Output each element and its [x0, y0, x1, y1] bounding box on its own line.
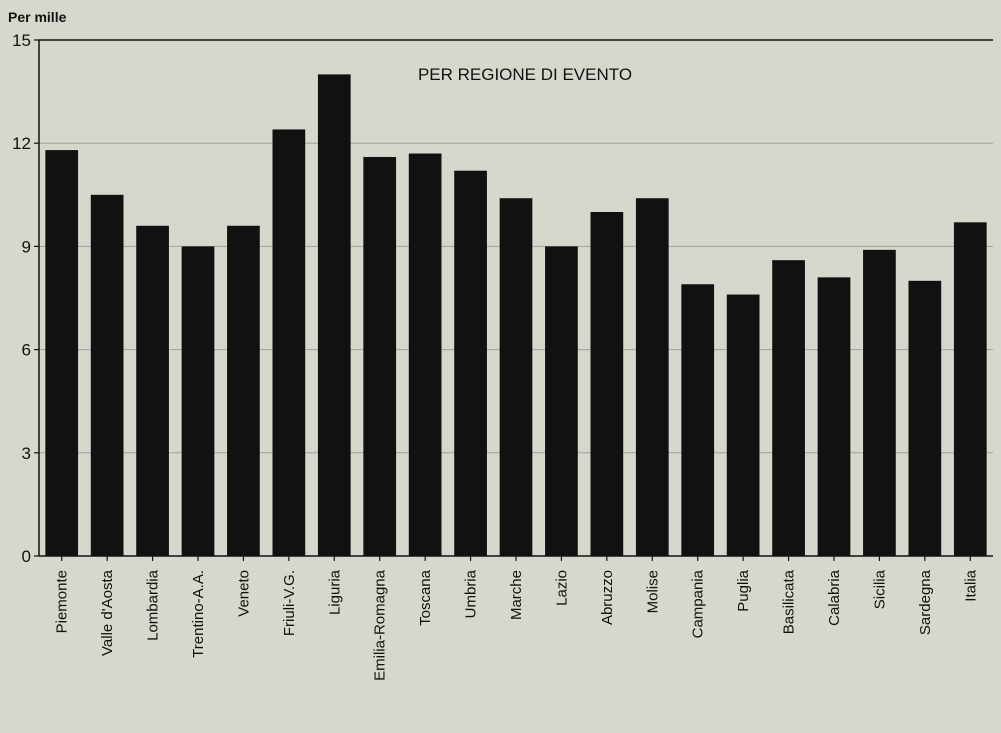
- x-tick-labels: Piemonte Valle d'Aosta Lombardia Trentino-A…: [54, 556, 979, 681]
- x-tick-label: Lombardia: [145, 569, 162, 641]
- chart-title: PER REGIONE DI EVENTO: [418, 65, 632, 84]
- bar: [590, 212, 624, 556]
- bar: [227, 225, 260, 556]
- y-axis-unit-label: Per mille: [8, 9, 67, 25]
- x-tick-label: Veneto: [235, 570, 252, 617]
- y-tick-label: 15: [12, 31, 31, 50]
- bar: [454, 170, 487, 556]
- x-tick-label: Campania: [690, 569, 707, 638]
- x-tick-label: Valle d'Aosta: [99, 569, 116, 656]
- bar: [136, 225, 169, 556]
- y-tick-label: 6: [22, 341, 31, 360]
- bar: [45, 150, 79, 556]
- bar: [908, 280, 942, 556]
- bar: [317, 74, 351, 557]
- x-tick-label: Piemonte: [54, 570, 71, 633]
- x-tick-label: Emilia-Romagna: [372, 569, 389, 681]
- x-tick-label: Basilicata: [781, 569, 798, 634]
- bar: [545, 246, 578, 556]
- bar: [499, 198, 533, 557]
- x-tick-label: Trentino-A.A.: [190, 570, 207, 658]
- bar: [953, 222, 987, 556]
- x-tick-label: Italia: [962, 569, 979, 601]
- x-tick-label: Abruzzo: [599, 570, 616, 625]
- x-tick-label: Umbria: [463, 569, 480, 618]
- bar: [272, 129, 306, 556]
- bars: [45, 74, 987, 557]
- x-tick-label: Sicilia: [871, 569, 888, 609]
- bar: [181, 246, 215, 556]
- x-tick-label: Molise: [644, 570, 661, 613]
- bar: [726, 294, 760, 556]
- bar: [90, 194, 124, 557]
- bar: [681, 284, 715, 556]
- y-tick-label: 9: [22, 237, 31, 256]
- bar: [772, 260, 805, 556]
- bar: [863, 249, 896, 556]
- x-tick-label: Marche: [508, 570, 525, 620]
- x-tick-label: Toscana: [417, 569, 434, 626]
- x-tick-label: Liguria: [326, 569, 343, 615]
- y-tick-label: 12: [12, 134, 31, 153]
- x-tick-label: Lazio: [553, 570, 570, 606]
- x-tick-label: Friuli-V.G.: [281, 570, 298, 636]
- y-tick-label: 3: [22, 444, 31, 463]
- y-tick-label: 0: [22, 547, 31, 566]
- bar: [363, 156, 397, 556]
- bar: [635, 198, 669, 557]
- bar: [817, 277, 851, 556]
- bar: [408, 153, 442, 556]
- x-tick-label: Puglia: [735, 569, 752, 611]
- x-tick-label: Sardegna: [917, 569, 934, 635]
- x-tick-label: Calabria: [826, 569, 843, 626]
- y-tick-labels: 0 3 6 9 12 15: [12, 31, 39, 566]
